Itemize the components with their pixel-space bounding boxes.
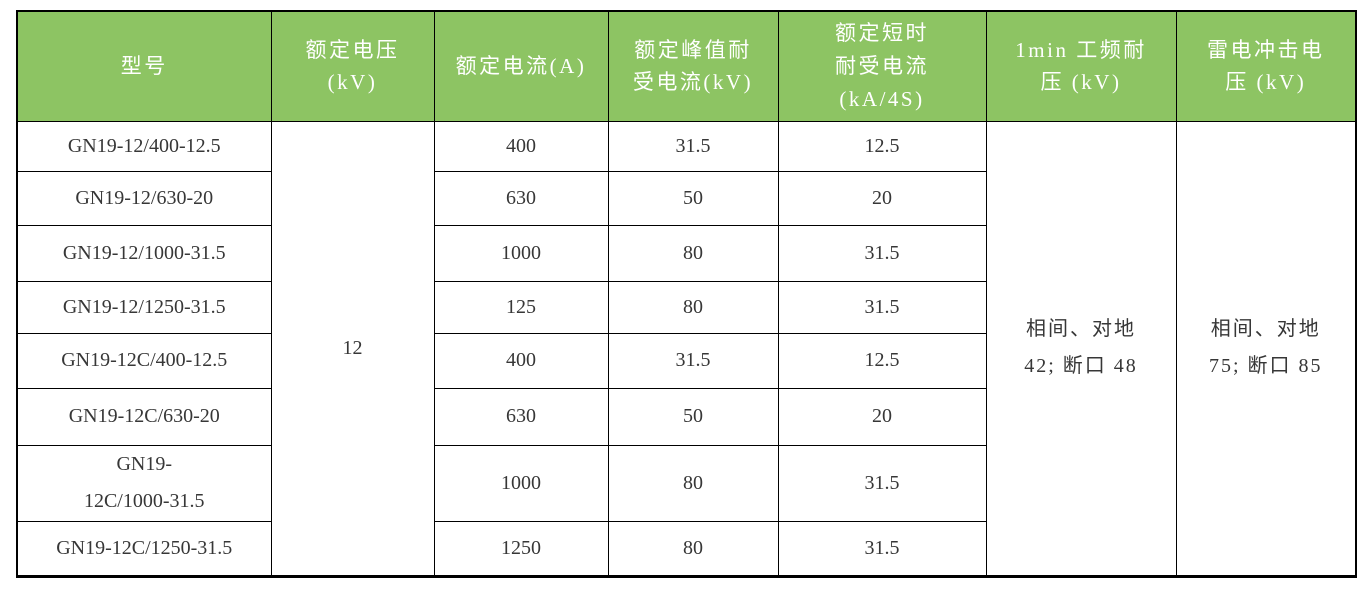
current-cell: 1000 (433, 444, 609, 522)
short-time-cell: 20 (777, 170, 987, 226)
page: 型号 额定电压 (kV) 额定电流(A) 额定峰值耐 受电流(kV) 额定短时 … (16, 10, 1357, 578)
model-cell: GN19-12C/400-12.5 (16, 332, 272, 389)
peak-current-cell: 50 (607, 387, 779, 446)
short-time-cell: 12.5 (777, 120, 987, 172)
short-time-cell: 31.5 (777, 520, 987, 577)
table-row: GN19-12/630-20 630 50 20 (16, 170, 1356, 226)
header-short-time-current: 额定短时 耐受电流 (kA/4S) (777, 10, 987, 122)
table-row: GN19-12C/1250-31.5 1250 80 31.5 (16, 520, 1356, 577)
peak-current-cell: 80 (607, 520, 779, 577)
short-time-cell: 12.5 (777, 332, 987, 389)
model-cell: GN19- 12C/1000-31.5 (16, 444, 272, 522)
header-lightning-impulse: 雷电冲击电 压 (kV) (1175, 10, 1357, 122)
current-cell: 1000 (433, 224, 609, 282)
header-row: 型号 额定电压 (kV) 额定电流(A) 额定峰值耐 受电流(kV) 额定短时 … (16, 10, 1357, 122)
table-row: GN19-12/1000-31.5 1000 80 31.5 (16, 224, 1356, 282)
header-rated-voltage: 额定电压 (kV) (270, 10, 435, 122)
current-cell: 125 (433, 280, 609, 334)
table-row: GN19-12C/630-20 630 50 20 (16, 387, 1356, 446)
short-time-cell: 20 (777, 387, 987, 446)
lightning-cell: 相间、对地 75; 断口 85 (1175, 120, 1357, 577)
model-cell: GN19-12/1250-31.5 (16, 280, 272, 334)
table-row: GN19- 12C/1000-31.5 1000 80 31.5 (16, 444, 1356, 522)
current-cell: 630 (433, 170, 609, 226)
current-cell: 630 (433, 387, 609, 446)
short-time-cell: 31.5 (777, 444, 987, 522)
table-row: GN19-12C/400-12.5 400 31.5 12.5 (16, 332, 1356, 389)
current-cell: 400 (433, 120, 609, 172)
peak-current-cell: 80 (607, 444, 779, 522)
header-rated-current: 额定电流(A) (433, 10, 609, 122)
peak-current-cell: 50 (607, 170, 779, 226)
rated-voltage-cell: 12 (270, 120, 435, 577)
table-row: GN19-12/1250-31.5 125 80 31.5 (16, 280, 1356, 334)
header-power-freq-voltage: 1min 工频耐 压 (kV) (985, 10, 1177, 122)
peak-current-cell: 80 (607, 224, 779, 282)
peak-current-cell: 80 (607, 280, 779, 334)
table-row: GN19-12/400-12.5 12 400 31.5 12.5 相间、对地 … (16, 120, 1357, 577)
header-peak-withstand: 额定峰值耐 受电流(kV) (607, 10, 779, 122)
model-cell: GN19-12/400-12.5 (16, 120, 272, 172)
model-cell: GN19-12C/630-20 (16, 387, 272, 446)
peak-current-cell: 31.5 (607, 120, 779, 172)
model-cell: GN19-12/630-20 (16, 170, 272, 226)
header-model: 型号 (16, 10, 272, 122)
power-freq-cell: 相间、对地 42; 断口 48 (985, 120, 1177, 577)
model-cell: GN19-12/1000-31.5 (16, 224, 272, 282)
short-time-cell: 31.5 (777, 280, 987, 334)
short-time-cell: 31.5 (777, 224, 987, 282)
spec-table: 型号 额定电压 (kV) 额定电流(A) 额定峰值耐 受电流(kV) 额定短时 … (16, 10, 1357, 578)
model-cell: GN19-12C/1250-31.5 (16, 520, 272, 577)
peak-current-cell: 31.5 (607, 332, 779, 389)
current-cell: 400 (433, 332, 609, 389)
current-cell: 1250 (433, 520, 609, 577)
